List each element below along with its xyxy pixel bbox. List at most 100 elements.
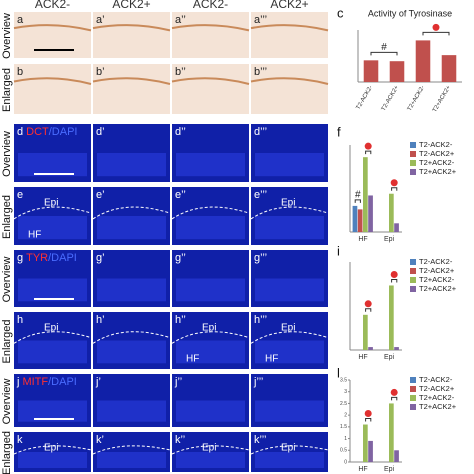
tissue: [250, 24, 329, 32]
dapi-stain: [176, 452, 245, 468]
dapi-stain: [18, 400, 87, 422]
bar: [363, 424, 368, 462]
panel-label: g TYR/DAPI: [17, 252, 77, 264]
bar: [394, 223, 399, 232]
panel-letter: h’’’: [254, 314, 267, 326]
panel-letter: h’: [96, 314, 105, 326]
region-note: Epi: [44, 443, 58, 454]
panel-label: g’: [96, 252, 105, 264]
micrograph: [93, 64, 170, 114]
legend-label: T2+ACK2-: [419, 275, 455, 284]
dapi-stain: [255, 340, 324, 364]
micrograph: [251, 64, 328, 114]
dapi-stain: [97, 278, 166, 302]
epidermis-boundary: [92, 445, 171, 455]
legend-label: T2-ACK2+: [419, 384, 455, 393]
marker-label: DCT: [26, 126, 49, 138]
y-tick-label: 0.5: [340, 448, 347, 454]
legend-label: T2-ACK2+: [419, 149, 455, 158]
tissue: [250, 77, 329, 85]
panel-label: b’’: [175, 66, 186, 78]
epidermis-boundary: [92, 331, 171, 344]
panel-letter: e’’: [175, 189, 186, 201]
bar: [352, 205, 358, 232]
side-label: Overview: [1, 13, 13, 59]
marker-label: TYR: [26, 252, 48, 264]
region-note: Epi: [281, 198, 295, 209]
significance-mark: #: [355, 190, 361, 201]
chart-label: l: [337, 365, 340, 380]
bar: [389, 193, 394, 232]
micrograph: [172, 64, 249, 114]
epidermis-boundary: [171, 206, 250, 220]
epidermis-boundary: [13, 445, 92, 455]
panel-label: d DCT/DAPI: [17, 126, 77, 138]
panel-label: g’’’: [254, 252, 267, 264]
bar: [415, 40, 431, 82]
legend-swatch: [410, 286, 416, 292]
legend-label: T2-ACK2-: [419, 375, 453, 384]
bar: [363, 157, 368, 232]
panel-letter: d’’’: [254, 126, 267, 138]
region-note: Epi: [281, 443, 295, 454]
legend-swatch: [410, 268, 416, 274]
micrograph: [14, 64, 91, 114]
side-label: Overview: [1, 131, 13, 177]
significance-star: [364, 410, 372, 418]
bar: [357, 209, 363, 232]
y-tick-label: 3.5: [340, 377, 347, 383]
bar: [441, 55, 457, 82]
counterstain-label: /DAPI: [48, 376, 77, 388]
panel-label: j’’: [174, 376, 182, 388]
panel-label: a’’’: [254, 14, 267, 26]
significance-bracket: [391, 278, 398, 283]
panel-letter: k’’: [175, 434, 185, 446]
panel-letter: g’’’: [254, 252, 267, 264]
dapi-stain: [97, 153, 166, 177]
legend-swatch: [410, 142, 416, 148]
panel-letter: d’: [96, 126, 105, 138]
dapi-stain: [97, 216, 166, 240]
panel-label: k’’’: [254, 434, 266, 446]
y-tick-label: 1: [344, 436, 347, 442]
x-tick-label: HF: [358, 354, 367, 361]
panel-label: b’: [96, 66, 105, 78]
counterstain-label: /DAPI: [48, 252, 77, 264]
legend-label: T2+ACK2-: [419, 393, 455, 402]
panel-letter: a’’: [175, 14, 186, 26]
panel-letter: k’: [96, 434, 104, 446]
column-header: ACK2-: [35, 0, 70, 11]
bar: [368, 440, 373, 462]
panel-label: d’’’: [254, 126, 267, 138]
epidermis-boundary: [13, 331, 92, 344]
region-note: Epi: [281, 323, 295, 334]
panel-label: d’’: [175, 126, 186, 138]
x-tick-label: T2-ACK2-: [356, 85, 375, 111]
legend-label: T2-ACK2-: [419, 140, 453, 149]
bar: [368, 195, 373, 232]
panel-label: h’: [96, 314, 105, 326]
tissue: [13, 77, 92, 85]
column-header: ACK2-: [193, 0, 228, 11]
dapi-stain: [255, 400, 324, 422]
x-tick-label: Epi: [384, 354, 395, 361]
x-tick-label: T2+ACK2-: [407, 85, 426, 112]
legend-label: T2-ACK2+: [419, 266, 455, 275]
dapi-stain: [18, 340, 87, 364]
panel-label: d’: [96, 126, 105, 138]
panel-label: j MITF/DAPI: [16, 376, 77, 388]
panel-letter: d’’: [175, 126, 186, 138]
panel-letter: a’’’: [254, 14, 267, 26]
panel-label: e’’’: [254, 189, 267, 201]
dapi-stain: [18, 278, 87, 302]
side-label: Enlarged: [1, 68, 13, 112]
panel-label: k: [17, 434, 23, 446]
panel-label: e’’: [175, 189, 186, 201]
panel-letter: g’: [96, 252, 105, 264]
panel-label: a’’: [175, 14, 186, 26]
column-header: ACK2+: [270, 0, 308, 11]
counterstain-label: /DAPI: [49, 126, 78, 138]
x-tick-label: Epi: [384, 236, 395, 243]
epidermis-boundary: [250, 445, 329, 455]
